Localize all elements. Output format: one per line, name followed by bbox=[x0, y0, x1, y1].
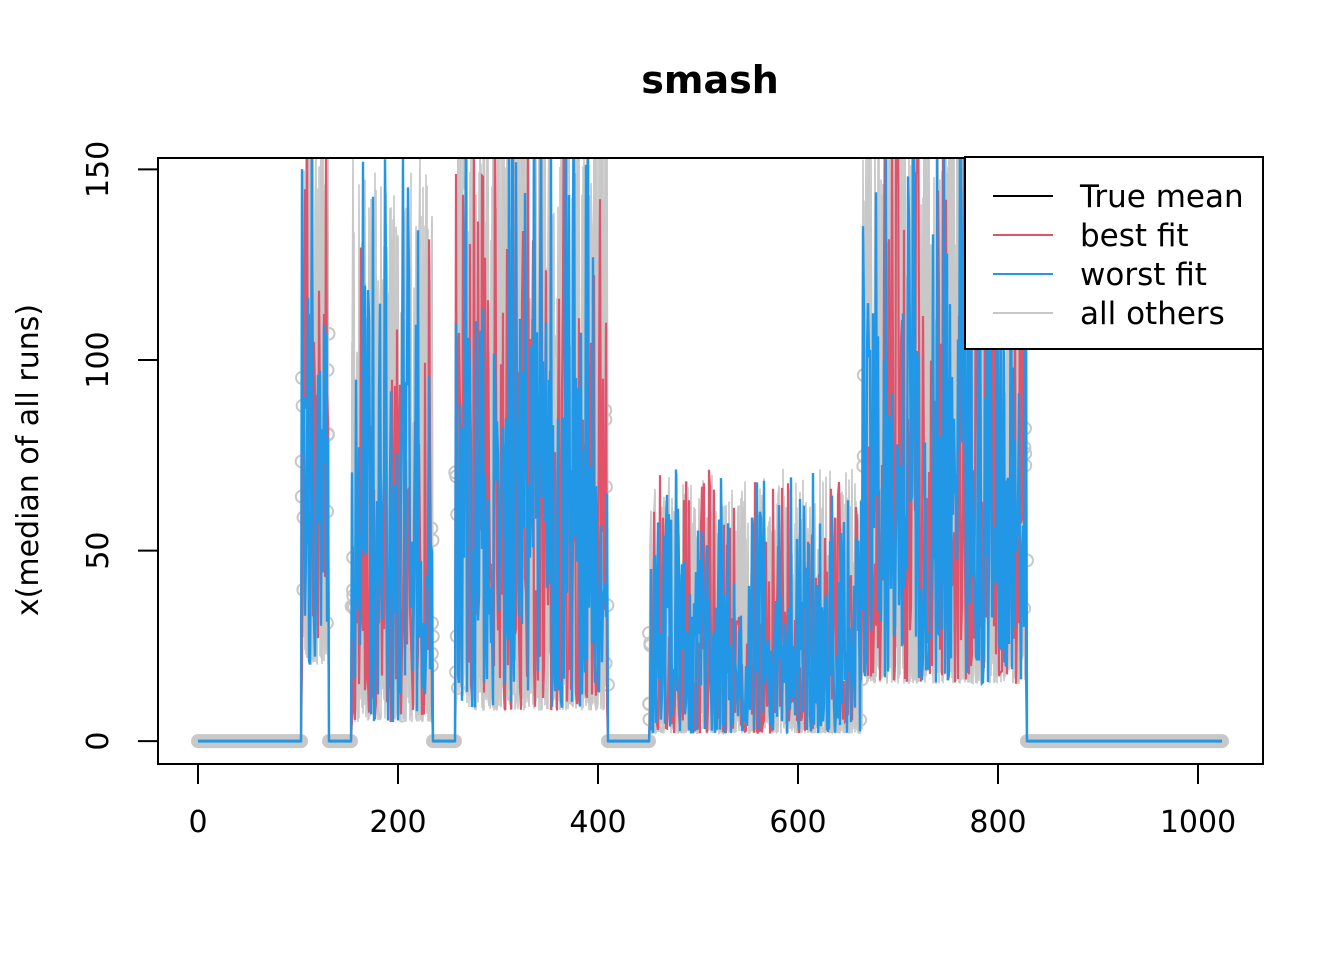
legend-label-2: worst fit bbox=[1080, 257, 1207, 293]
y-axis-label: x(median of all runs) bbox=[11, 304, 46, 616]
x-tick-label-0: 0 bbox=[188, 805, 207, 840]
boundary-point-0-1-5 bbox=[321, 326, 336, 341]
legend-box bbox=[964, 156, 1264, 350]
y-tick-label-150: 150 bbox=[81, 141, 116, 198]
legend-label-1: best fit bbox=[1080, 218, 1189, 254]
x-tick-label-800: 800 bbox=[969, 805, 1026, 840]
y-tick-label-0: 0 bbox=[81, 732, 116, 751]
x-tick-label-400: 400 bbox=[569, 805, 626, 840]
chart-title: smash bbox=[641, 58, 779, 102]
legend-label-3: all others bbox=[1080, 296, 1225, 332]
x-tick-label-1000: 1000 bbox=[1160, 805, 1236, 840]
y-tick-label-50: 50 bbox=[81, 531, 116, 569]
y-axis: 0 50 100 150 bbox=[81, 141, 159, 751]
data-layer bbox=[191, 158, 1229, 749]
x-axis: 0 200 400 600 800 1000 bbox=[188, 763, 1236, 840]
legend-label-0: True mean bbox=[1079, 179, 1244, 215]
x-tick-label-600: 600 bbox=[769, 805, 826, 840]
y-tick-label-100: 100 bbox=[81, 331, 116, 388]
x-tick-label-200: 200 bbox=[369, 805, 426, 840]
